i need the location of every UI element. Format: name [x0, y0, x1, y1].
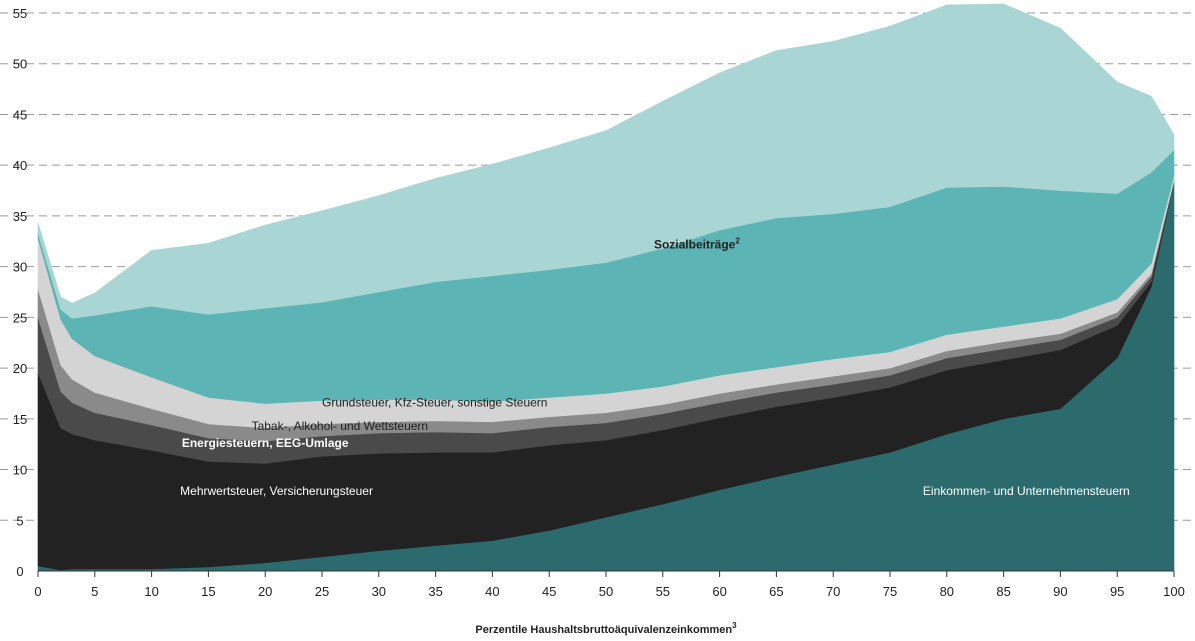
x-tick-label-10: 10: [144, 584, 158, 599]
series-labels: Einkommen- und Unternehmensteuern Mehrwer…: [180, 236, 1130, 498]
y-tick-label-55: 55: [13, 6, 27, 21]
x-tick-label-35: 35: [428, 584, 442, 599]
y-tick-label-15: 15: [13, 412, 27, 427]
area-sozial_hell: [37, 3, 1175, 319]
x-tick-label-0: 0: [34, 584, 41, 599]
series-label-tabak: Tabak-, Alkohol- und Wettsteuern: [252, 419, 429, 433]
y-tick-label-5: 5: [16, 513, 23, 528]
y-tick-label-20: 20: [13, 361, 27, 376]
x-tick-label-40: 40: [485, 584, 499, 599]
x-tick-label-55: 55: [656, 584, 670, 599]
x-tick-label-5: 5: [91, 584, 98, 599]
series-label-text-grund: Grundsteuer, Kfz-Steuer, sonstige Steuer…: [322, 396, 547, 410]
x-axis-title-text: Perzentile Haushaltsbruttoäquivalenzeink…: [475, 624, 732, 636]
series-label-text-einkommen: Einkommen- und Unternehmensteuern: [923, 484, 1130, 498]
series-label-energie: Energiesteuern, EEG-Umlage: [182, 436, 349, 450]
y-tick-label-25: 25: [13, 310, 27, 325]
x-tick-label-75: 75: [883, 584, 897, 599]
area-series: [37, 3, 1175, 572]
y-tick-label-35: 35: [13, 209, 27, 224]
axes: 0 5 10 15 20 25 30 35 40 45 50 55 60 65 70 75 80 85 90 95 10…: [13, 6, 1185, 599]
series-label-grund: Grundsteuer, Kfz-Steuer, sonstige Steuer…: [322, 396, 547, 410]
series-label-text-energie: Energiesteuern, EEG-Umlage: [182, 436, 349, 450]
y-tick-label-10: 10: [13, 463, 27, 478]
x-tick-label-20: 20: [258, 584, 272, 599]
x-tick-label-30: 30: [372, 584, 386, 599]
x-tick-label-60: 60: [712, 584, 726, 599]
x-tick-label-70: 70: [826, 584, 840, 599]
series-label-text-mwst: Mehrwertsteuer, Versicherungsteuer: [180, 484, 373, 498]
series-label-einkommen: Einkommen- und Unternehmensteuern: [923, 484, 1130, 498]
x-tick-label-85: 85: [996, 584, 1010, 599]
x-tick-label-95: 95: [1110, 584, 1124, 599]
y-tick-label-0: 0: [16, 564, 23, 579]
x-axis-title-superscript: 3: [732, 621, 737, 630]
x-tick-label-50: 50: [599, 584, 613, 599]
y-tick-label-50: 50: [13, 57, 27, 72]
series-label-text-sozialbeitraege: Sozialbeiträge: [654, 237, 736, 251]
x-tick-label-15: 15: [201, 584, 215, 599]
y-tick-label-30: 30: [13, 260, 27, 275]
series-label-text-tabak: Tabak-, Alkohol- und Wettsteuern: [252, 419, 429, 433]
x-tick-label-65: 65: [769, 584, 783, 599]
x-tick-label-90: 90: [1053, 584, 1067, 599]
series-label-mwst: Mehrwertsteuer, Versicherungsteuer: [180, 484, 373, 498]
y-tick-label-40: 40: [13, 158, 27, 173]
x-tick-label-100: 100: [1163, 584, 1185, 599]
series-label-sozialbeitraege: Sozialbeiträge2: [654, 236, 740, 251]
x-axis-title: Perzentile Haushaltsbruttoäquivalenzeink…: [475, 621, 737, 636]
y-tick-label-45: 45: [13, 107, 27, 122]
x-tick-label-45: 45: [542, 584, 556, 599]
x-tick-label-80: 80: [940, 584, 954, 599]
series-label-superscript-sozialbeitraege: 2: [735, 236, 740, 245]
x-tick-label-25: 25: [315, 584, 329, 599]
